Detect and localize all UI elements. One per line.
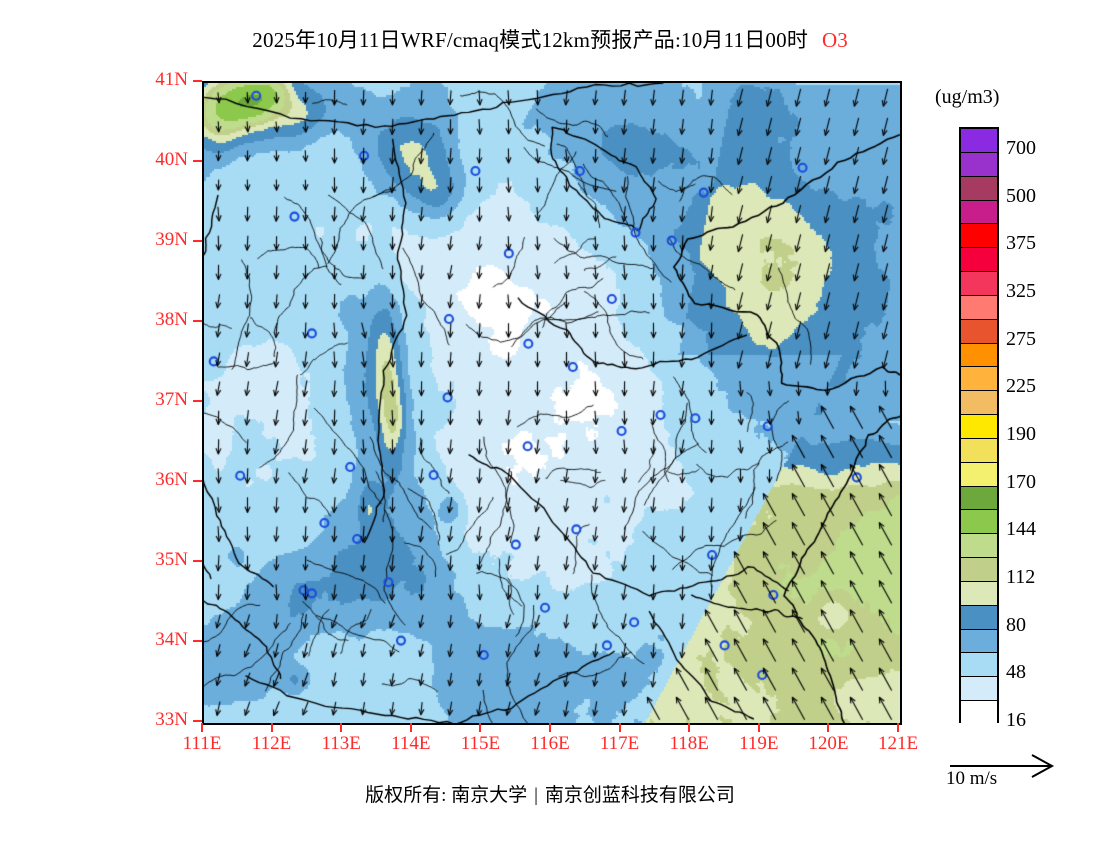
wind-scale-label: 10 m/s [946, 768, 998, 789]
colorbar-cell [961, 438, 997, 463]
colorbar-cell [961, 653, 997, 678]
longitude-tick-mark [757, 723, 760, 732]
colorbar-cell [961, 605, 997, 630]
colorbar-cell [961, 367, 997, 392]
latitude-tick-label: 39N [155, 229, 188, 250]
colorbar-cell [961, 677, 997, 702]
colorbar-tick-label: 48 [1006, 661, 1026, 684]
colorbar-cell [961, 558, 997, 582]
colorbar-tick-label: 144 [1006, 518, 1036, 541]
latitude-tick-mark [193, 320, 202, 322]
colorbar-cell [961, 200, 997, 225]
concentration-field-canvas [204, 83, 900, 723]
longitude-tick-label: 119E [739, 733, 779, 754]
latitude-tick-mark [193, 160, 202, 162]
colorbar-tick-label: 16 [1006, 709, 1026, 731]
footer-left-text: 版权所有: 南京大学 [365, 785, 528, 806]
colorbar-cell [961, 248, 997, 273]
longitude-tick-mark [409, 723, 412, 732]
colorbar-tick-label: 190 [1006, 422, 1036, 445]
latitude-tick-label: 37N [155, 389, 188, 410]
latitude-tick-label: 38N [155, 309, 188, 330]
longitude-tick-label: 117E [599, 733, 640, 754]
colorbar-tick-label: 225 [1006, 375, 1036, 398]
latitude-tick-label: 35N [155, 549, 188, 570]
title-species-label: O3 [822, 28, 848, 52]
colorbar-cell [961, 176, 997, 201]
latitude-tick-mark [193, 80, 202, 82]
colorbar-tick-label: 112 [1006, 565, 1036, 588]
colorbar-cell [961, 391, 997, 416]
colorbar-cell [961, 462, 997, 487]
colorbar-tick-label: 80 [1006, 613, 1026, 636]
wind-scale-arrow-icon [950, 754, 1055, 778]
colorbar-cell [961, 152, 997, 177]
longitude-tick-mark [549, 723, 551, 732]
copyright-footer: 版权所有: 南京大学 | 南京创蓝科技有限公司 [0, 780, 1100, 807]
forecast-map[interactable] [202, 81, 902, 725]
colorbar-tick-label: 275 [1006, 327, 1036, 350]
chart-title: 2025年10月11日WRF/cmaq模式12km预报产品:10月11日00时 O… [0, 24, 1100, 54]
colorbar-tick-label: 325 [1006, 279, 1036, 302]
colorbar-cell [961, 415, 997, 439]
longitude-tick-mark [340, 723, 343, 732]
latitude-tick-mark [193, 480, 202, 482]
title-text: 2025年10月11日WRF/cmaq模式12km预报产品:10月11日00时 [252, 28, 809, 52]
footer-right-text: 南京创蓝科技有限公司 [544, 785, 735, 806]
colorbar-cell [961, 629, 997, 654]
colorbar-tick-label: 500 [1006, 184, 1036, 207]
longitude-tick-label: 114E [391, 733, 431, 754]
latitude-tick-label: 33N [155, 709, 188, 730]
latitude-tick-label: 34N [155, 629, 188, 650]
colorbar-tick-label: 375 [1006, 232, 1036, 255]
latitude-tick-mark [193, 720, 202, 722]
colorbar-tick-label: 170 [1006, 470, 1036, 493]
colorbar-tick-label: 700 [1006, 136, 1036, 159]
colorbar-cell [961, 224, 997, 249]
colorbar-cell [961, 295, 997, 320]
longitude-tick-mark [479, 723, 482, 732]
latitude-tick-mark [193, 240, 202, 242]
latitude-tick-label: 36N [155, 469, 188, 490]
longitude-tick-mark [618, 723, 621, 732]
longitude-tick-mark [897, 723, 899, 732]
colorbar-cell [961, 581, 997, 606]
colorbar-cell [961, 701, 997, 725]
colorbar-cell [961, 272, 997, 296]
latitude-tick-mark [193, 640, 202, 642]
colorbar-units-label: (ug/m3) [935, 86, 1000, 108]
colorbar-cell [961, 343, 997, 368]
longitude-tick-label: 120E [808, 733, 849, 754]
latitude-tick-mark [193, 560, 202, 562]
longitude-tick-mark [270, 723, 273, 732]
latitude-tick-mark [193, 400, 202, 402]
latitude-tick-label: 41N [155, 69, 188, 90]
colorbar-cell [961, 319, 997, 344]
longitude-tick-mark [827, 723, 830, 732]
colorbar-cell [961, 129, 997, 153]
longitude-tick-label: 115E [460, 733, 501, 754]
longitude-tick-label: 121E [877, 733, 919, 754]
latitude-tick-label: 40N [155, 149, 188, 170]
longitude-tick-label: 116E [530, 733, 570, 754]
longitude-tick-mark [688, 723, 691, 732]
footer-separator: | [534, 785, 538, 806]
longitude-tick-label: 112E [251, 733, 292, 754]
longitude-tick-mark [201, 723, 203, 732]
colorbar-cell [961, 486, 997, 511]
longitude-tick-label: 118E [669, 733, 709, 754]
colorbar-cell [961, 534, 997, 559]
colorbar[interactable] [959, 127, 999, 725]
longitude-tick-label: 113E [321, 733, 361, 754]
colorbar-cell [961, 510, 997, 535]
longitude-tick-label: 111E [182, 733, 222, 754]
